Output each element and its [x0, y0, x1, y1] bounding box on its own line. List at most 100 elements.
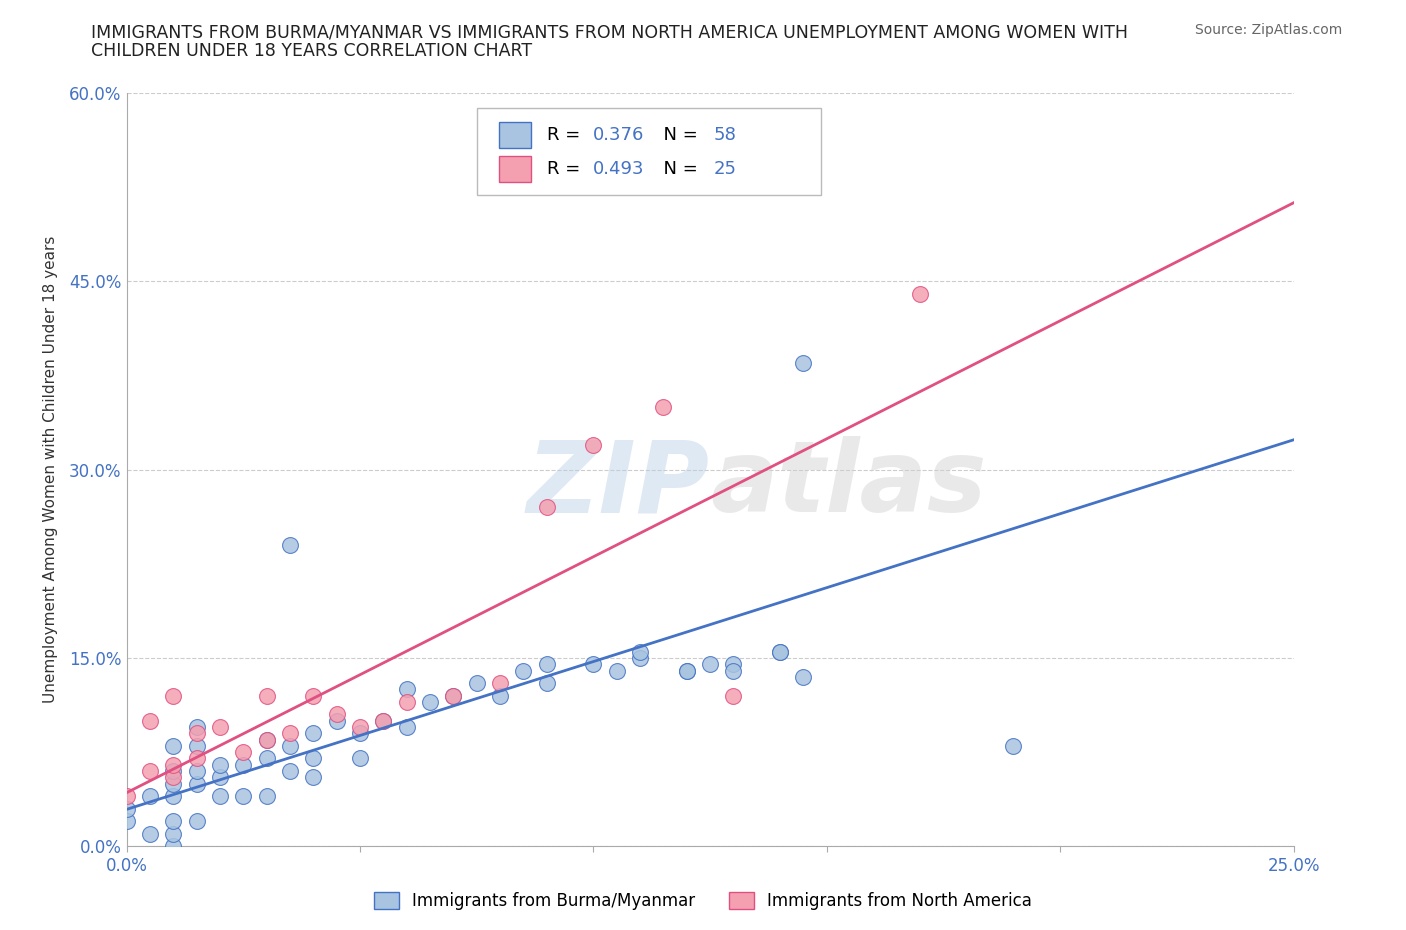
Point [792, 670, 814, 684]
Point [723, 688, 745, 703]
Point [606, 663, 628, 678]
Point [256, 688, 278, 703]
Point [208, 770, 231, 785]
Text: 58: 58 [713, 126, 737, 144]
Point [325, 713, 347, 728]
Point [232, 757, 254, 772]
Point [208, 757, 231, 772]
Point [302, 751, 325, 766]
Text: 25: 25 [713, 160, 737, 178]
Point [232, 745, 254, 760]
Point [325, 707, 347, 722]
Point [256, 789, 278, 804]
Y-axis label: Unemployment Among Women with Children Under 18 years: Unemployment Among Women with Children U… [44, 236, 58, 703]
Point [186, 751, 208, 766]
Point [441, 688, 464, 703]
Text: R =: R = [547, 126, 586, 144]
Point [675, 663, 697, 678]
Point [162, 827, 184, 842]
Point [162, 814, 184, 829]
Point [186, 814, 208, 829]
Point [186, 726, 208, 741]
Point [115, 802, 138, 817]
Point [536, 657, 558, 671]
Point [675, 663, 697, 678]
Point [162, 770, 184, 785]
Point [441, 688, 464, 703]
Point [278, 538, 301, 552]
Point [278, 726, 301, 741]
Point [302, 688, 325, 703]
Point [208, 789, 231, 804]
Point [908, 286, 931, 301]
Text: R =: R = [547, 160, 586, 178]
Text: CHILDREN UNDER 18 YEARS CORRELATION CHART: CHILDREN UNDER 18 YEARS CORRELATION CHAR… [91, 42, 533, 60]
Point [139, 827, 162, 842]
Point [162, 738, 184, 753]
Text: atlas: atlas [710, 436, 987, 533]
Point [419, 695, 441, 710]
Text: ZIP: ZIP [527, 436, 710, 533]
Point [489, 675, 512, 690]
Point [1002, 738, 1025, 753]
Point [349, 751, 371, 766]
Point [186, 720, 208, 735]
Point [395, 695, 418, 710]
Point [208, 720, 231, 735]
Point [582, 437, 605, 452]
Point [256, 732, 278, 747]
Point [769, 644, 792, 659]
Text: IMMIGRANTS FROM BURMA/MYANMAR VS IMMIGRANTS FROM NORTH AMERICA UNEMPLOYMENT AMON: IMMIGRANTS FROM BURMA/MYANMAR VS IMMIGRA… [91, 23, 1129, 41]
Point [395, 682, 418, 697]
Point [489, 688, 512, 703]
Point [162, 776, 184, 790]
Text: 0.493: 0.493 [593, 160, 645, 178]
Point [792, 355, 814, 370]
Point [139, 789, 162, 804]
Point [278, 764, 301, 778]
Point [699, 657, 721, 671]
Point [186, 764, 208, 778]
Point [723, 663, 745, 678]
Point [256, 751, 278, 766]
Point [465, 675, 488, 690]
Point [536, 500, 558, 515]
Point [162, 789, 184, 804]
Point [652, 400, 675, 415]
Text: Source: ZipAtlas.com: Source: ZipAtlas.com [1195, 23, 1343, 37]
Point [139, 764, 162, 778]
Point [536, 675, 558, 690]
Point [628, 644, 651, 659]
Point [628, 651, 651, 666]
Point [115, 789, 138, 804]
Legend: Immigrants from Burma/Myanmar, Immigrants from North America: Immigrants from Burma/Myanmar, Immigrant… [367, 885, 1039, 917]
Point [162, 839, 184, 854]
Point [232, 789, 254, 804]
Text: 0.376: 0.376 [593, 126, 645, 144]
Point [373, 713, 395, 728]
Bar [499, 155, 531, 182]
Text: N =: N = [652, 160, 703, 178]
Point [349, 720, 371, 735]
Point [278, 738, 301, 753]
Bar [499, 122, 531, 148]
Point [349, 726, 371, 741]
Point [373, 713, 395, 728]
Point [582, 657, 605, 671]
Point [256, 732, 278, 747]
Point [769, 644, 792, 659]
Point [302, 770, 325, 785]
Point [162, 757, 184, 772]
Point [723, 657, 745, 671]
Point [115, 814, 138, 829]
Point [162, 688, 184, 703]
Text: N =: N = [652, 126, 703, 144]
Point [186, 776, 208, 790]
Point [512, 663, 534, 678]
Point [162, 764, 184, 778]
Point [139, 713, 162, 728]
Point [186, 738, 208, 753]
FancyBboxPatch shape [477, 108, 821, 194]
Point [302, 726, 325, 741]
Point [395, 720, 418, 735]
